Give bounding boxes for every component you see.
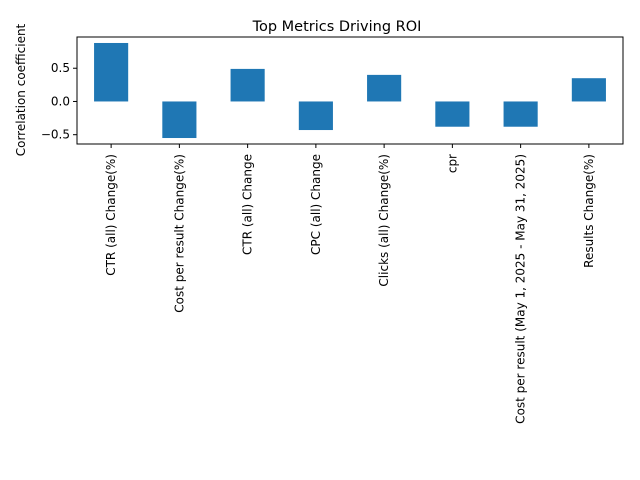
axes-frame bbox=[76, 36, 624, 145]
y-axis-ticks: −0.5 0.0 0.5 bbox=[41, 61, 77, 142]
bar bbox=[503, 101, 538, 127]
bar bbox=[571, 78, 606, 102]
chart-title: Top Metrics Driving ROI bbox=[252, 19, 422, 35]
bar bbox=[367, 74, 402, 102]
bars-group bbox=[94, 42, 606, 139]
x-tick-label: Results Change(%) bbox=[582, 154, 596, 268]
x-tick-label: Cost per result (May 1, 2025 - May 31, 2… bbox=[514, 154, 528, 424]
bar bbox=[298, 101, 333, 131]
y-tick-label: −0.5 bbox=[41, 128, 70, 142]
x-tick-label: CPC (all) Change bbox=[309, 154, 323, 255]
y-tick-label: 0.5 bbox=[51, 61, 70, 75]
x-axis-ticks: CTR (all) Change(%) Cost per result Chang… bbox=[104, 144, 596, 424]
y-tick-label: 0.0 bbox=[51, 94, 70, 108]
bar bbox=[94, 42, 129, 102]
bar bbox=[230, 68, 265, 102]
bar bbox=[162, 101, 197, 139]
x-tick-label: CTR (all) Change(%) bbox=[104, 154, 118, 276]
bar bbox=[435, 101, 470, 127]
x-tick-label: CTR (all) Change bbox=[241, 154, 255, 255]
y-axis-label: Correlation coefficient bbox=[14, 23, 28, 156]
x-tick-label: cpr bbox=[445, 154, 459, 173]
x-tick-label: Cost per result Change(%) bbox=[172, 154, 186, 313]
x-tick-label: Clicks (all) Change(%) bbox=[377, 154, 391, 287]
